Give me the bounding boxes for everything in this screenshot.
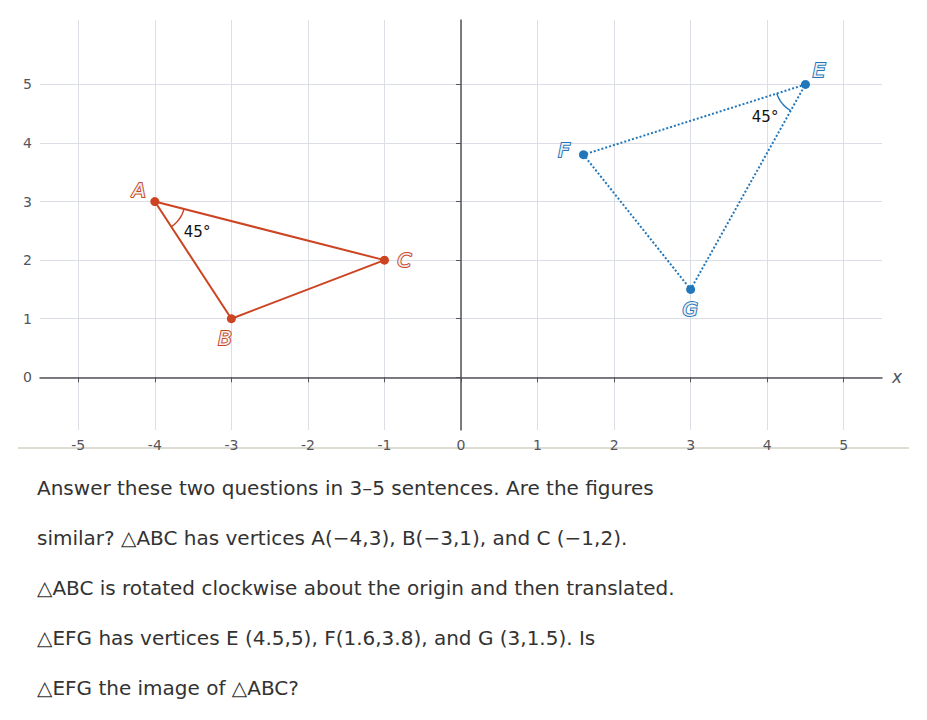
- svg-text:G: G: [683, 297, 699, 321]
- svg-text:E: E: [813, 58, 826, 82]
- svg-text:0: 0: [23, 369, 32, 385]
- svg-text:5: 5: [839, 437, 848, 453]
- svg-text:1: 1: [533, 437, 542, 453]
- svg-text:1: 1: [23, 311, 32, 327]
- svg-text:3: 3: [23, 194, 32, 210]
- svg-text:0: 0: [457, 437, 466, 453]
- svg-text:-2: -2: [301, 437, 315, 453]
- svg-text:4: 4: [23, 135, 32, 151]
- svg-text:-1: -1: [377, 437, 391, 453]
- svg-text:B: B: [218, 326, 232, 350]
- svg-text:△EFG has vertices E (4.5,5), F: △EFG has vertices E (4.5,5), F(1.6,3.8),…: [37, 626, 595, 650]
- svg-text:-4: -4: [148, 437, 162, 453]
- svg-text:A: A: [130, 178, 146, 202]
- svg-text:2: 2: [610, 437, 619, 453]
- svg-text:45°: 45°: [184, 223, 211, 241]
- svg-text:-3: -3: [224, 437, 238, 453]
- svg-text:similar? △ABC has vertices A(−: similar? △ABC has vertices A(−4,3), B(−3…: [37, 526, 627, 550]
- svg-text:4: 4: [763, 437, 772, 453]
- svg-text:C: C: [397, 248, 411, 272]
- svg-text:F: F: [558, 138, 570, 162]
- svg-text:△ABC is rotated clockwise abou: △ABC is rotated clockwise about the orig…: [37, 576, 675, 600]
- svg-text:x: x: [891, 367, 903, 387]
- svg-text:Answer these two questions in: Answer these two questions in 3–5 senten…: [37, 476, 654, 500]
- svg-text:△EFG the image of △ABC?: △EFG the image of △ABC?: [37, 676, 299, 700]
- svg-text:3: 3: [686, 437, 695, 453]
- svg-text:-5: -5: [71, 437, 85, 453]
- svg-text:5: 5: [23, 76, 32, 92]
- svg-text:2: 2: [23, 252, 32, 268]
- svg-text:45°: 45°: [752, 108, 779, 126]
